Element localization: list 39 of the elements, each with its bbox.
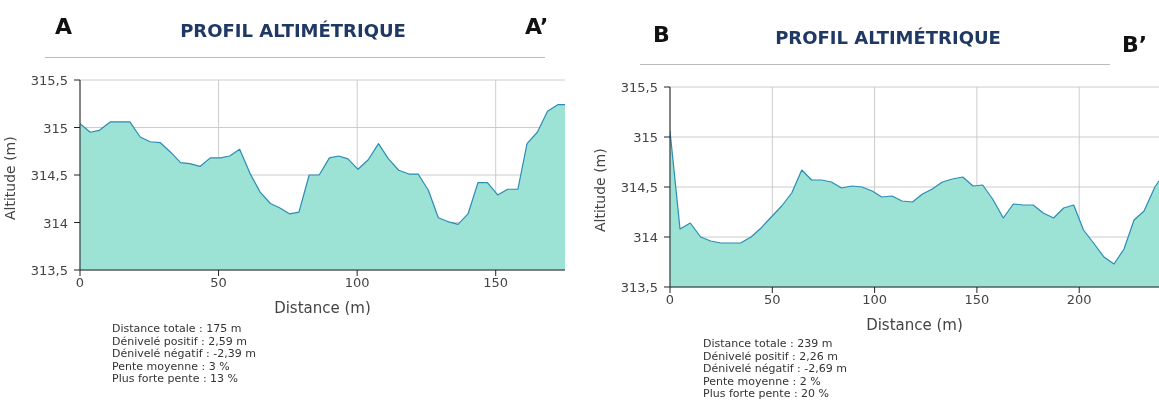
text: B’ — [1122, 32, 1148, 57]
y-axis-title: Altitude (m) — [591, 148, 608, 232]
x-tick-label: 100 — [344, 275, 370, 291]
text: Distance totale : 239 m — [703, 337, 834, 351]
text: A — [55, 14, 73, 39]
chart-title: PROFIL ALTIMÉTRIQUE — [179, 20, 407, 41]
chart-title: PROFIL ALTIMÉTRIQUE — [774, 27, 1002, 48]
text: A’ — [525, 14, 549, 39]
x-tick-label: 50 — [764, 292, 781, 308]
x-tick-label: 150 — [483, 275, 509, 291]
y-tick-label: 315 — [633, 130, 658, 145]
text: Dénivelé positif : 2,26 m — [703, 349, 839, 363]
y-tick-label: 313,5 — [620, 280, 658, 295]
x-tick-label: 0 — [665, 292, 675, 308]
text: Pente moyenne : 2 % — [703, 374, 822, 388]
y-tick-label: 315,5 — [30, 73, 68, 88]
x-tick-label: 100 — [862, 292, 888, 308]
x-tick-label: 50 — [210, 275, 227, 291]
y-tick-label: 313,5 — [30, 263, 68, 278]
text: Dénivelé négatif : -2,39 m — [112, 347, 256, 361]
y-tick-label: 314,5 — [620, 180, 658, 195]
text: Dénivelé positif : 2,59 m — [112, 334, 248, 348]
text: Plus forte pente : 13 % — [112, 372, 240, 386]
text: Plus forte pente : 20 % — [703, 387, 831, 401]
x-tick-label: 200 — [1066, 292, 1092, 308]
y-axis-title: Altitude (m) — [1, 136, 18, 220]
y-tick-label: 314,5 — [30, 168, 68, 183]
x-tick-label: 0 — [75, 275, 85, 291]
text: Dénivelé négatif : -2,69 m — [703, 362, 847, 376]
y-tick-label: 314 — [43, 215, 68, 231]
y-tick-label: 314 — [633, 230, 658, 245]
x-axis-title: Distance (m) — [866, 316, 963, 334]
text: B — [653, 22, 670, 47]
text: Distance totale : 175 m — [112, 322, 243, 336]
y-tick-label: 315 — [43, 120, 68, 136]
x-tick-label: 150 — [964, 292, 990, 308]
x-axis-title: Distance (m) — [274, 299, 371, 317]
text: Pente moyenne : 3 % — [112, 359, 231, 373]
y-tick-label: 315,5 — [620, 80, 658, 95]
